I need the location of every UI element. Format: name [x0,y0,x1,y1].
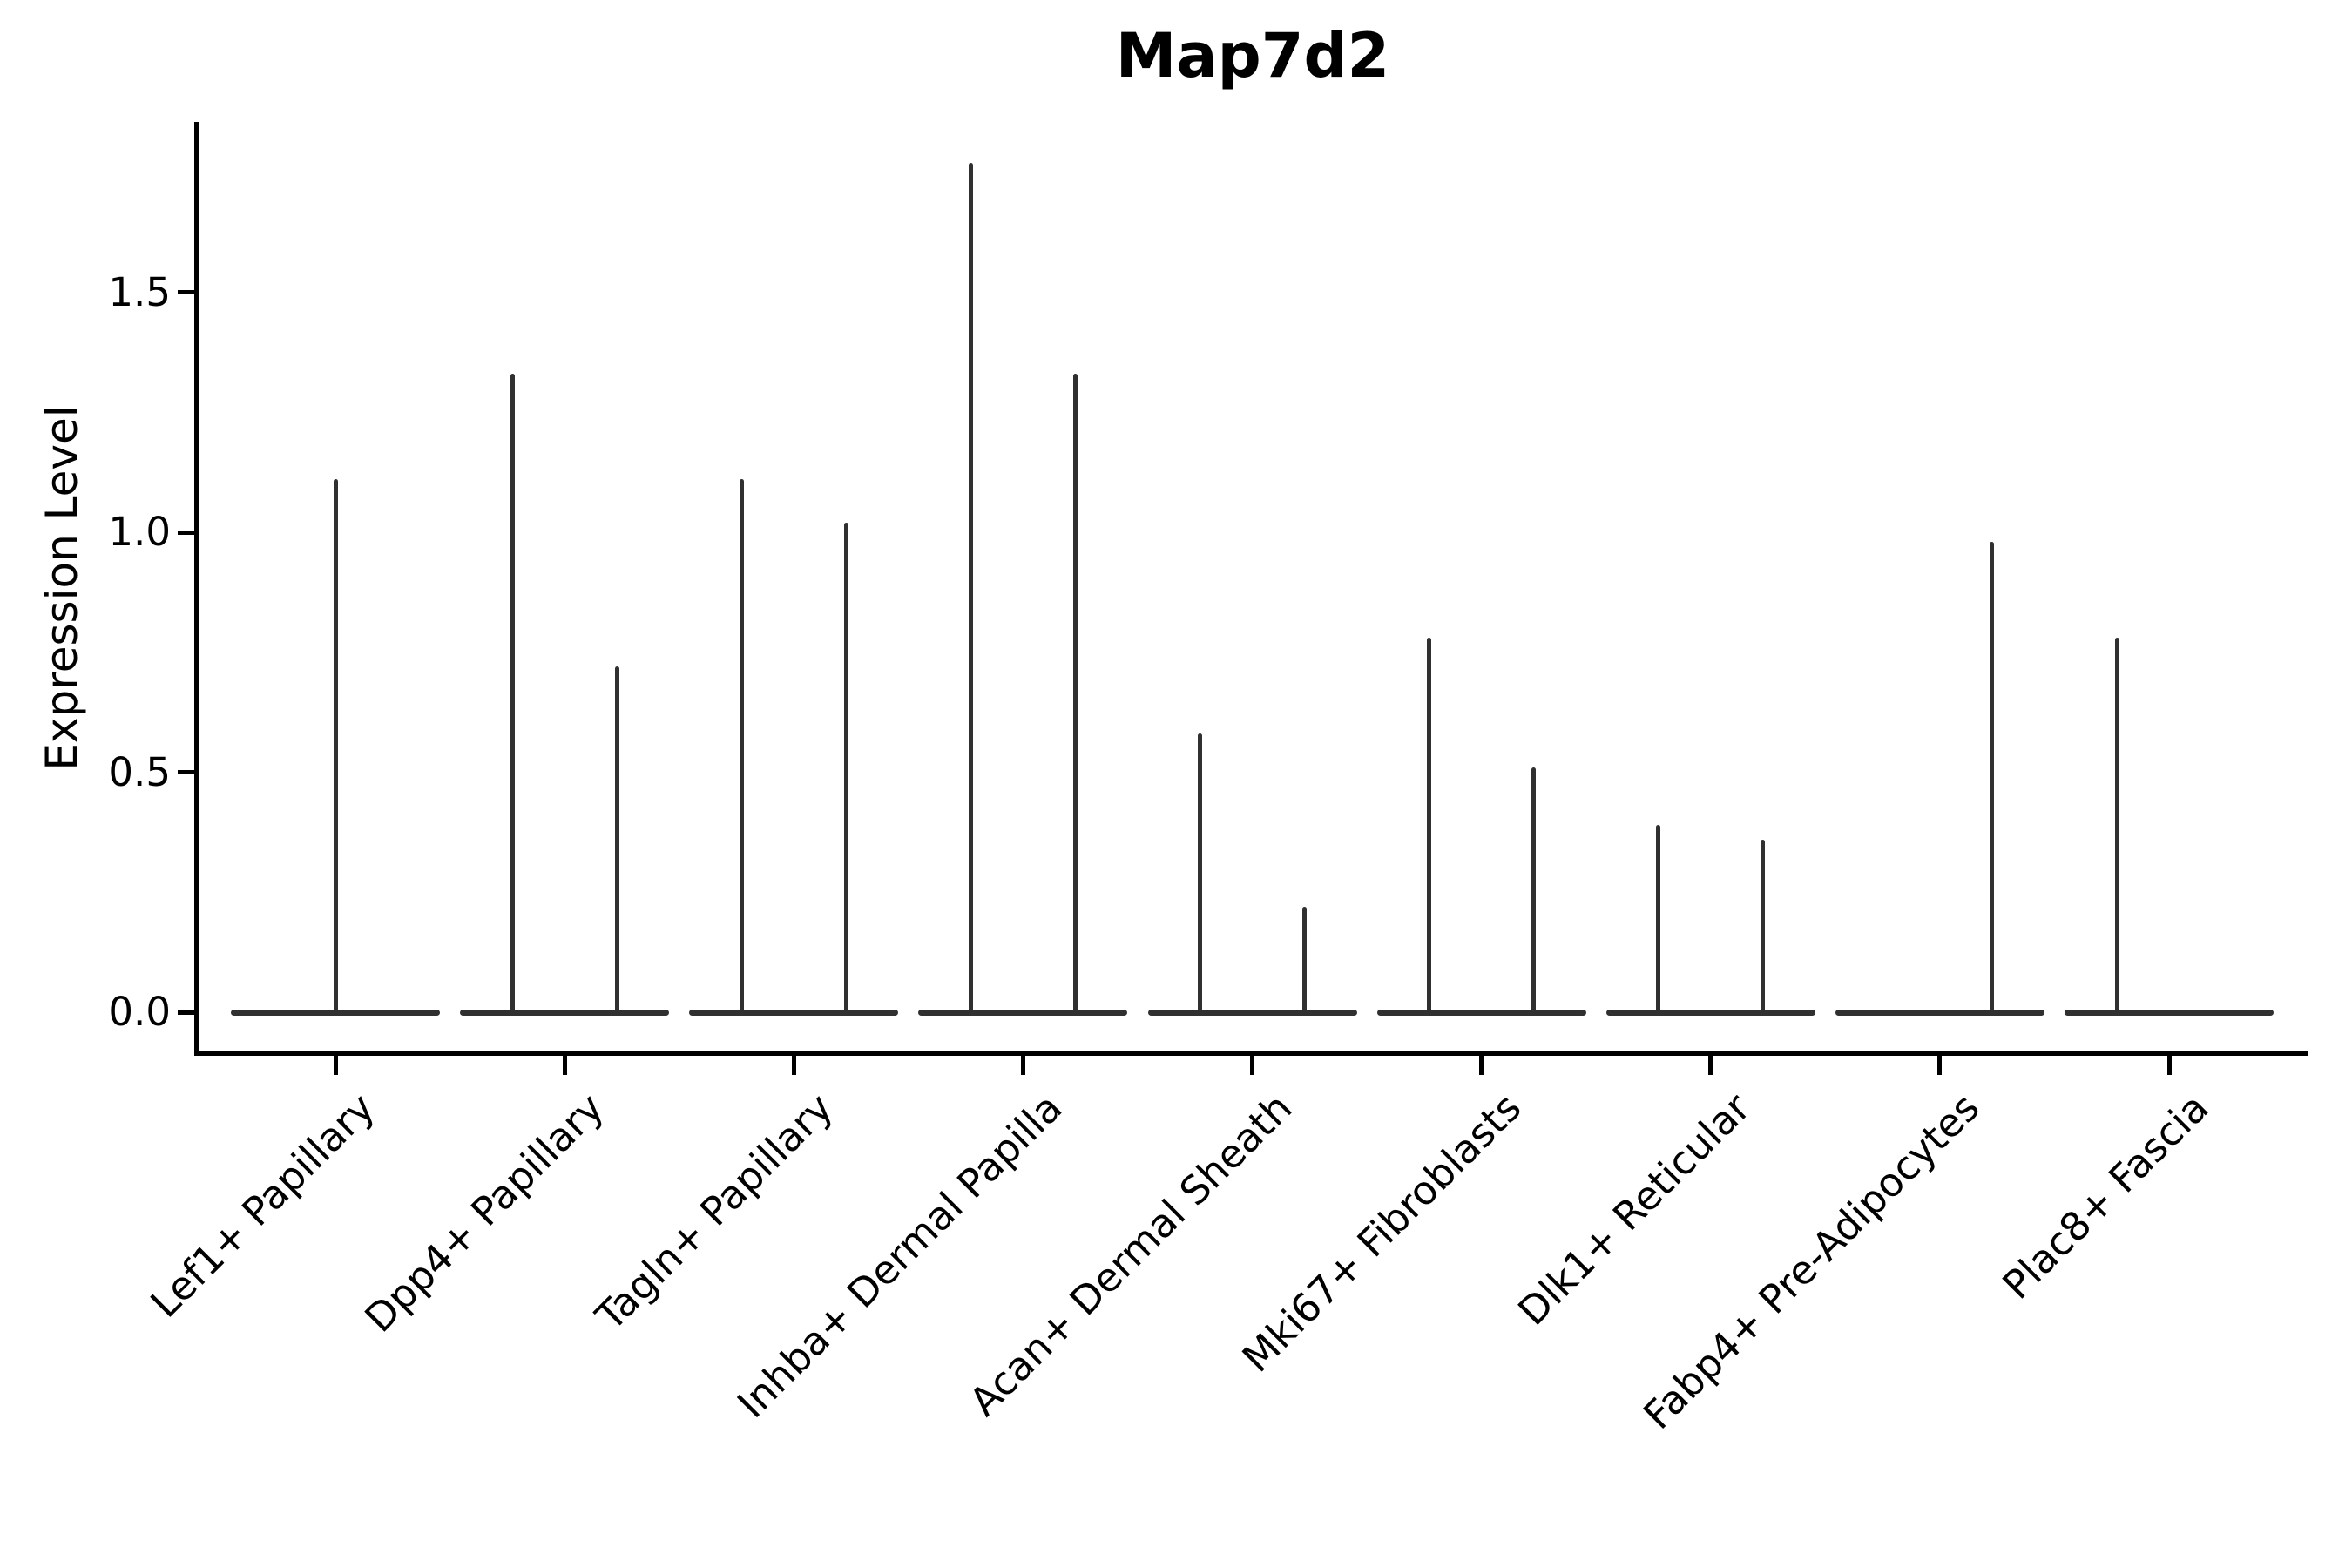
violin-spike [843,522,848,1016]
violin-baseline [460,1009,670,1016]
violin-spike [2114,638,2119,1016]
x-tick-label: Dpp4+ Papillary [355,1084,613,1342]
x-tick-label: Tagln+ Papillary [587,1084,842,1340]
violin-baseline [2065,1009,2274,1016]
violin-spike [1990,542,1995,1016]
y-tick-label: 1.5 [108,268,171,315]
x-tick-mark [1020,1056,1025,1075]
y-tick-mark [178,290,195,294]
x-tick-mark [1937,1056,1943,1075]
x-tick-mark [1479,1056,1484,1075]
x-tick-mark [333,1056,338,1075]
x-tick-mark [1250,1056,1255,1075]
violin-baseline [1376,1009,1586,1016]
x-tick-mark [2166,1056,2172,1075]
violin-baseline [918,1009,1128,1016]
y-axis-spine [194,122,199,1056]
violin-spike [1427,638,1432,1016]
chart-title: Map7d2 [1115,20,1390,91]
violin-baseline [689,1009,899,1016]
x-tick-label: Lef1+ Papillary [141,1084,384,1327]
x-tick-mark [1708,1056,1713,1075]
violin-spike [1072,374,1078,1016]
violin-spike [1302,906,1308,1016]
y-tick-mark [178,530,195,535]
x-axis-spine [194,1051,2308,1056]
violin-spike [968,162,973,1016]
violin-spike [1761,839,1766,1016]
violin-spike [1656,825,1661,1016]
violin-spike [1531,767,1537,1016]
violin-spike [614,666,619,1016]
x-tick-label: Dlk1+ Reticular [1509,1084,1760,1335]
x-tick-mark [791,1056,796,1075]
y-tick-mark [178,770,195,774]
violin-baseline [1835,1009,2044,1016]
y-tick-mark [178,1010,195,1015]
violin-spike [333,479,338,1016]
y-tick-label: 0.0 [108,989,171,1035]
y-tick-label: 0.5 [108,748,171,795]
x-tick-label: Plac8+ Fascia [1993,1084,2218,1308]
violin-spike [1198,733,1203,1016]
violin-baseline [1147,1009,1357,1016]
violin-baseline [1605,1009,1815,1016]
y-tick-label: 1.0 [108,509,171,555]
x-tick-mark [562,1056,567,1075]
violin-spike [739,479,744,1016]
violin-spike [510,374,515,1016]
